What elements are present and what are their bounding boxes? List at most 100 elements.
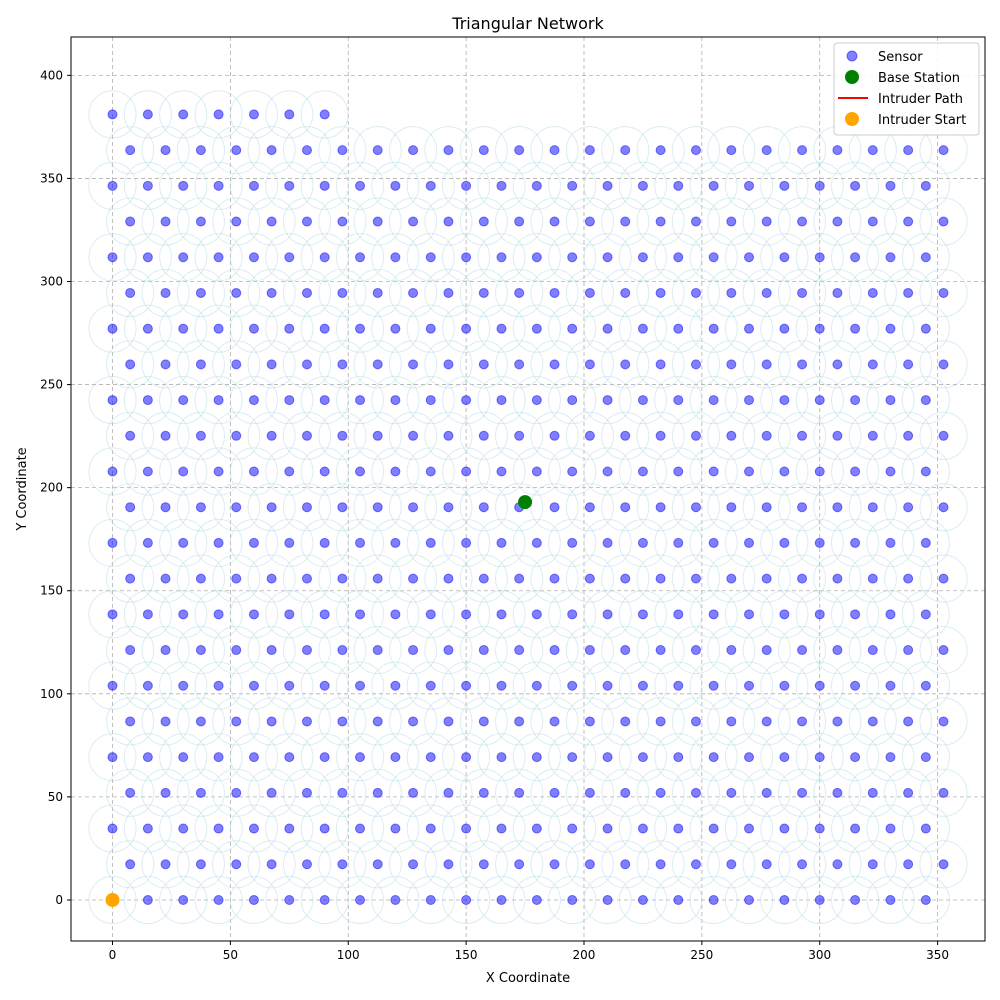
sensor-point: [178, 323, 189, 334]
sensor-point: [567, 395, 578, 406]
coverage-circle: [247, 197, 296, 246]
coverage-circle: [424, 840, 473, 889]
sensor-point: [620, 145, 631, 156]
sensor-point: [867, 645, 878, 656]
coverage-circle: [371, 518, 420, 567]
sensor-point: [920, 395, 931, 406]
sensor-point: [567, 894, 578, 905]
sensor-point: [620, 216, 631, 227]
sensor-point: [850, 823, 861, 834]
coverage-circle: [777, 268, 827, 318]
coverage-circle: [901, 804, 950, 853]
x-tick-label: 0: [109, 948, 117, 962]
sensor-point: [602, 466, 613, 477]
sensor-point: [637, 180, 648, 191]
sensor-point: [408, 645, 419, 656]
coverage-circle: [442, 804, 491, 853]
sensor-point: [920, 823, 931, 834]
coverage-circle: [300, 376, 349, 425]
coverage-circle: [601, 340, 650, 389]
sensor-point: [248, 466, 259, 477]
sensor-point: [301, 716, 312, 727]
coverage-circle: [212, 840, 261, 889]
coverage-circle: [707, 768, 756, 817]
sensor-point: [248, 680, 259, 691]
legend-label-base-station: Base Station: [878, 71, 960, 86]
coverage-circle: [176, 768, 225, 817]
x-tick-label: 300: [808, 948, 831, 962]
x-axis-label: X Coordinate: [486, 971, 570, 986]
coverage-circle: [282, 697, 332, 746]
coverage-circle: [866, 590, 915, 639]
coverage-circle: [406, 518, 455, 567]
coverage-circle: [442, 233, 491, 282]
coverage-circle: [530, 483, 579, 532]
sensor-point: [779, 180, 790, 191]
sensor-point: [779, 323, 790, 334]
coverage-circle: [88, 447, 137, 496]
sensor-point: [496, 537, 507, 548]
coverage-circle: [848, 768, 897, 817]
sensor-point: [355, 466, 366, 477]
sensor-point: [355, 752, 366, 763]
sensor-point: [301, 216, 312, 227]
sensor-point: [301, 287, 312, 298]
coverage-circle: [636, 268, 685, 318]
sensor-point: [355, 680, 366, 691]
legend-label-sensor: Sensor: [878, 50, 923, 65]
sensor-point: [920, 323, 931, 334]
coverage-circle: [459, 554, 508, 603]
sensor-point: [761, 145, 772, 156]
coverage-circle: [512, 447, 561, 496]
coverage-circle: [371, 875, 420, 925]
coverage-circle: [388, 197, 438, 246]
coverage-circle: [194, 733, 243, 782]
coverage-circle: [442, 875, 491, 925]
coverage-circle: [406, 376, 455, 425]
coverage-circle: [742, 126, 791, 175]
sensor-point: [425, 323, 436, 334]
coverage-circle: [371, 447, 420, 496]
coverage-circle: [583, 590, 632, 639]
coverage-circle: [353, 411, 402, 460]
sensor-point: [248, 752, 259, 763]
sensor-point: [920, 466, 931, 477]
coverage-circle: [742, 340, 791, 389]
sensor-point: [726, 573, 737, 584]
sensor-point: [867, 287, 878, 298]
sensor-point: [408, 287, 419, 298]
sensor-point: [673, 823, 684, 834]
coverage-circle: [707, 483, 756, 532]
sensor-point: [337, 787, 348, 798]
sensor-point: [797, 502, 808, 513]
coverage-circle: [583, 518, 632, 567]
coverage-circle: [123, 590, 172, 639]
sensor-point: [744, 395, 755, 406]
sensor-point: [107, 823, 118, 834]
sensor-point: [355, 537, 366, 548]
sensor-point: [319, 894, 330, 905]
coverage-circle: [901, 304, 950, 353]
coverage-circle: [265, 661, 314, 710]
sensor-point: [478, 716, 489, 727]
coverage-circle: [495, 483, 544, 532]
coverage-circle: [831, 804, 880, 853]
sensor-point: [390, 894, 401, 905]
coverage-circle: [565, 768, 614, 817]
sensor-point: [496, 252, 507, 263]
x-tick-label: 250: [690, 948, 713, 962]
sensor-point: [107, 466, 118, 477]
coverage-circle: [565, 268, 614, 318]
sensor-point: [213, 537, 224, 548]
sensor-point: [301, 573, 312, 584]
coverage-circle: [866, 661, 915, 710]
sensor-point: [142, 823, 153, 834]
sensor-point: [867, 430, 878, 441]
coverage-circle: [442, 447, 491, 496]
coverage-circle: [300, 733, 349, 782]
coverage-circle: [548, 804, 597, 853]
sensor-point: [531, 894, 542, 905]
sensor-point: [549, 502, 560, 513]
sensor-point: [478, 287, 489, 298]
sensor-point: [637, 466, 648, 477]
